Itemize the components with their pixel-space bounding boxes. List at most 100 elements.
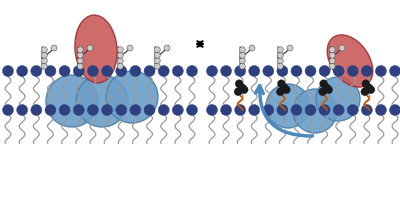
Circle shape [144,65,155,76]
Circle shape [154,47,160,53]
Circle shape [172,65,183,76]
Circle shape [73,104,84,115]
Circle shape [154,63,160,69]
Circle shape [333,65,344,76]
Circle shape [158,65,169,76]
Circle shape [282,86,290,94]
Circle shape [329,63,335,69]
Circle shape [130,65,141,76]
Circle shape [51,45,57,51]
Circle shape [390,65,400,76]
Circle shape [277,104,288,115]
Circle shape [164,45,170,51]
Circle shape [206,65,218,76]
Circle shape [235,80,243,88]
Circle shape [87,45,93,51]
Circle shape [77,52,83,58]
Circle shape [277,58,283,64]
Circle shape [2,65,14,76]
Circle shape [88,104,98,115]
Circle shape [106,71,158,123]
Circle shape [319,104,330,115]
Circle shape [361,104,372,115]
Circle shape [88,65,98,76]
Circle shape [186,65,198,76]
Circle shape [102,104,112,115]
Circle shape [235,65,246,76]
Circle shape [305,65,316,76]
Circle shape [361,88,369,96]
Circle shape [46,75,98,127]
Circle shape [276,88,284,96]
Circle shape [31,104,42,115]
Circle shape [333,104,344,115]
Circle shape [235,104,246,115]
Circle shape [206,104,218,115]
Circle shape [77,63,83,69]
Circle shape [367,86,375,94]
Circle shape [319,88,327,96]
Circle shape [154,58,160,64]
Ellipse shape [327,35,373,87]
Circle shape [158,104,169,115]
Circle shape [186,104,198,115]
Circle shape [277,52,283,58]
Circle shape [323,84,331,92]
Circle shape [291,104,302,115]
Circle shape [339,45,345,51]
Circle shape [116,104,127,115]
Circle shape [361,65,372,76]
Circle shape [325,86,333,94]
Circle shape [41,47,47,53]
Ellipse shape [75,15,117,83]
Circle shape [293,89,337,133]
Circle shape [130,104,141,115]
Circle shape [347,65,358,76]
Circle shape [45,65,56,76]
Circle shape [234,88,242,96]
FancyArrowPatch shape [256,86,312,136]
Circle shape [59,65,70,76]
Circle shape [117,47,123,53]
Circle shape [17,104,28,115]
Circle shape [347,104,358,115]
Circle shape [266,84,310,128]
Circle shape [320,80,328,88]
Circle shape [305,104,316,115]
Circle shape [277,63,283,69]
Circle shape [144,104,155,115]
Circle shape [365,84,373,92]
Circle shape [41,58,47,64]
Circle shape [280,84,288,92]
Circle shape [59,104,70,115]
Circle shape [319,65,330,76]
Circle shape [277,80,285,88]
Circle shape [291,65,302,76]
Circle shape [117,63,123,69]
Circle shape [376,104,386,115]
Circle shape [390,104,400,115]
Circle shape [238,84,246,92]
Circle shape [263,104,274,115]
Circle shape [154,52,160,58]
Circle shape [329,47,335,53]
Circle shape [117,52,123,58]
Circle shape [239,58,245,64]
Circle shape [220,104,232,115]
Circle shape [329,52,335,58]
Circle shape [77,58,83,64]
Circle shape [172,104,183,115]
Circle shape [239,52,245,58]
Circle shape [77,47,83,53]
Circle shape [263,65,274,76]
Circle shape [102,65,112,76]
Circle shape [41,63,47,69]
Circle shape [362,80,370,88]
Circle shape [2,104,14,115]
Circle shape [31,65,42,76]
Circle shape [117,58,123,64]
Circle shape [73,65,84,76]
Circle shape [17,65,28,76]
Circle shape [277,65,288,76]
Circle shape [127,45,133,51]
